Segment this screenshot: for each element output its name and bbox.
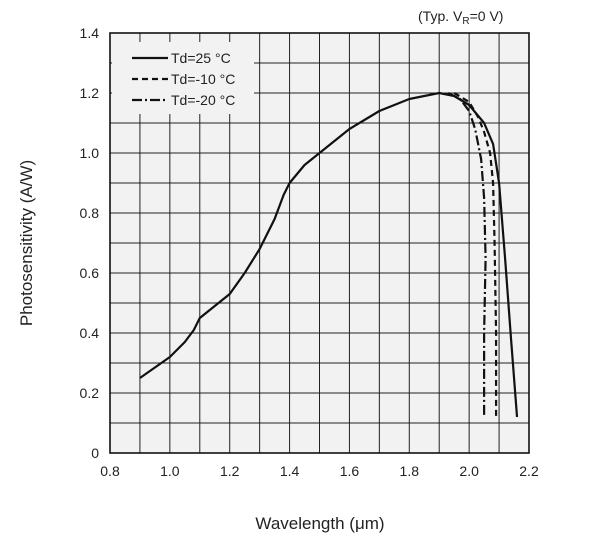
x-tick-label: 1.2	[220, 463, 240, 479]
x-tick-label: 2.0	[459, 463, 479, 479]
legend-label-1: Td=-10 °C	[171, 71, 235, 87]
y-tick-label: 1.4	[80, 25, 100, 41]
x-tick-label: 2.2	[519, 463, 539, 479]
tick-labels: 0.8 1.0 1.2 1.4 1.6 1.8 2.0 2.2 0 0.2 0.4 0.6 0.8 1.0…	[80, 25, 539, 479]
series-layer	[139, 91, 519, 418]
series-line-0	[139, 91, 519, 418]
x-tick-label: 1.4	[280, 463, 300, 479]
x-tick-label: 1.6	[340, 463, 360, 479]
y-tick-label: 1.0	[80, 145, 100, 161]
condition-suffix: =0 V)	[470, 8, 504, 24]
x-tick-label: 1.0	[160, 463, 180, 479]
measurement-condition: (Typ. VR=0 V)	[418, 8, 503, 27]
series-line-2	[447, 92, 487, 417]
y-tick-label: 0.6	[80, 265, 100, 281]
y-tick-label: 0.8	[80, 205, 100, 221]
x-tick-label: 1.8	[400, 463, 420, 479]
y-tick-label: 0.2	[80, 385, 100, 401]
plot-frame	[109, 32, 530, 454]
y-tick-label: 1.2	[80, 85, 100, 101]
x-axis-label: Wavelength (μm)	[255, 514, 384, 533]
condition-subscript: R	[462, 16, 469, 27]
legend: Td=25 °C Td=-10 °C Td=-20 °C	[112, 42, 254, 114]
y-axis-label: Photosensitivity (A/W)	[17, 160, 36, 326]
condition-prefix: (Typ. V	[418, 8, 463, 24]
y-tick-label: 0	[91, 445, 99, 461]
x-tick-label: 0.8	[100, 463, 120, 479]
y-tick-label: 0.4	[80, 325, 100, 341]
legend-label-0: Td=25 °C	[171, 50, 231, 66]
series-line-1	[453, 92, 498, 417]
legend-label-2: Td=-20 °C	[171, 92, 235, 108]
